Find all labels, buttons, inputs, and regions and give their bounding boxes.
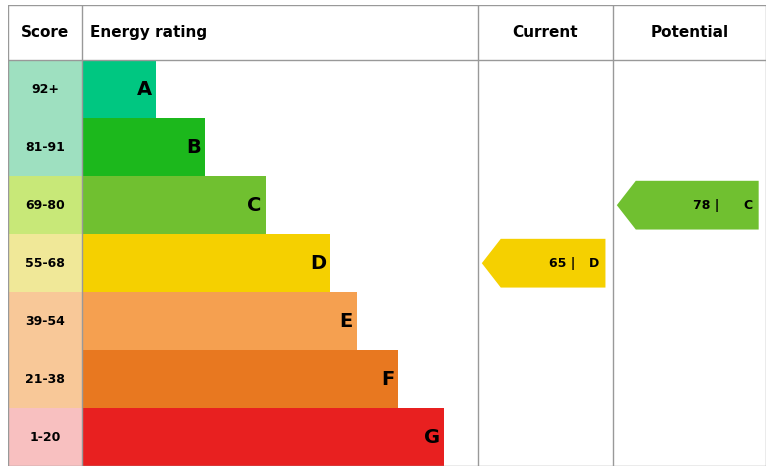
Bar [82, 234, 330, 292]
Bar [8, 408, 82, 466]
Text: 69-80: 69-80 [25, 199, 65, 211]
Bar [82, 292, 357, 350]
Bar [82, 350, 399, 408]
Text: Energy rating: Energy rating [90, 25, 207, 40]
Text: 39-54: 39-54 [25, 315, 65, 328]
Bar [8, 60, 82, 118]
Polygon shape [617, 181, 759, 229]
Bar [8, 118, 82, 176]
Bar [82, 118, 205, 176]
Text: 78 |: 78 | [694, 199, 720, 211]
Text: 21-38: 21-38 [25, 373, 65, 386]
Text: C: C [248, 195, 262, 215]
Text: Current: Current [512, 25, 578, 40]
Bar [8, 350, 82, 408]
Text: F: F [382, 370, 395, 389]
Text: D: D [589, 257, 599, 270]
Bar [8, 234, 82, 292]
Bar [82, 176, 265, 234]
Text: E: E [340, 312, 353, 331]
Bar [8, 176, 82, 234]
Bar [82, 408, 444, 466]
Text: 92+: 92+ [31, 82, 59, 96]
Bar [8, 292, 82, 350]
Text: Score: Score [21, 25, 69, 40]
Text: 1-20: 1-20 [29, 431, 60, 444]
Polygon shape [481, 239, 605, 288]
Text: A: A [137, 80, 152, 98]
Text: 55-68: 55-68 [25, 257, 65, 270]
Text: G: G [424, 428, 440, 447]
Text: B: B [187, 138, 201, 157]
Text: 81-91: 81-91 [25, 141, 65, 154]
Text: D: D [310, 254, 327, 273]
Text: 65 |: 65 | [550, 257, 576, 270]
Text: C: C [744, 199, 752, 211]
Text: Potential: Potential [651, 25, 728, 40]
Bar [82, 60, 156, 118]
